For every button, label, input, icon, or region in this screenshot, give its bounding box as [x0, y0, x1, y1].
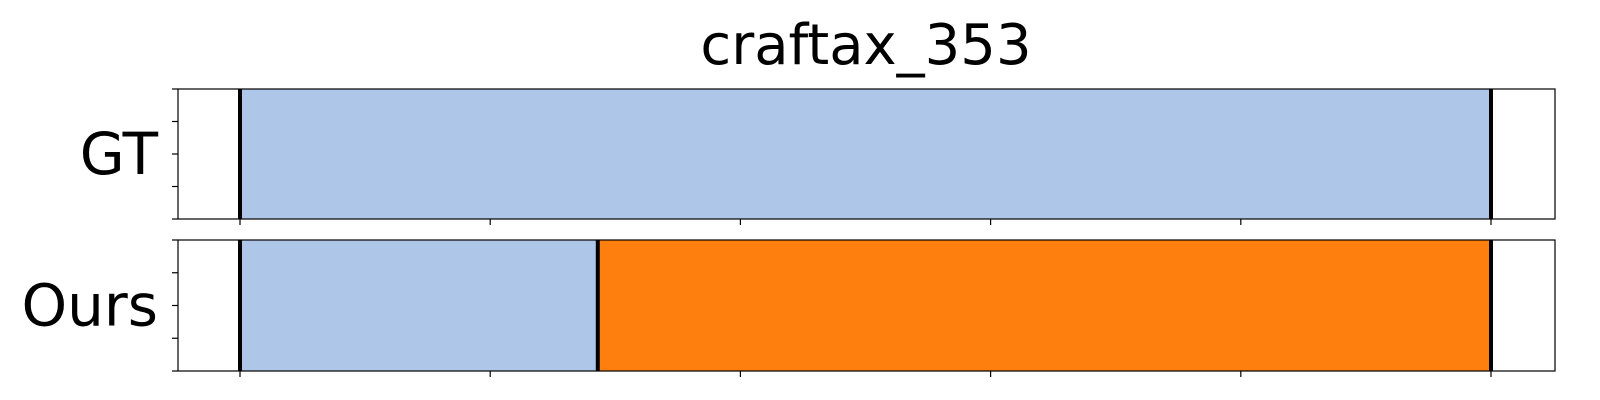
row-label-gt: GT: [80, 120, 159, 188]
row-label-ours: Ours: [22, 272, 158, 340]
chart-title: craftax_353: [700, 13, 1031, 78]
chart-rows: GT Ours: [22, 88, 1556, 377]
segment-ours-1: [597, 240, 1491, 371]
segment-ours-0: [240, 240, 598, 371]
segment-gt-0: [240, 89, 1491, 219]
